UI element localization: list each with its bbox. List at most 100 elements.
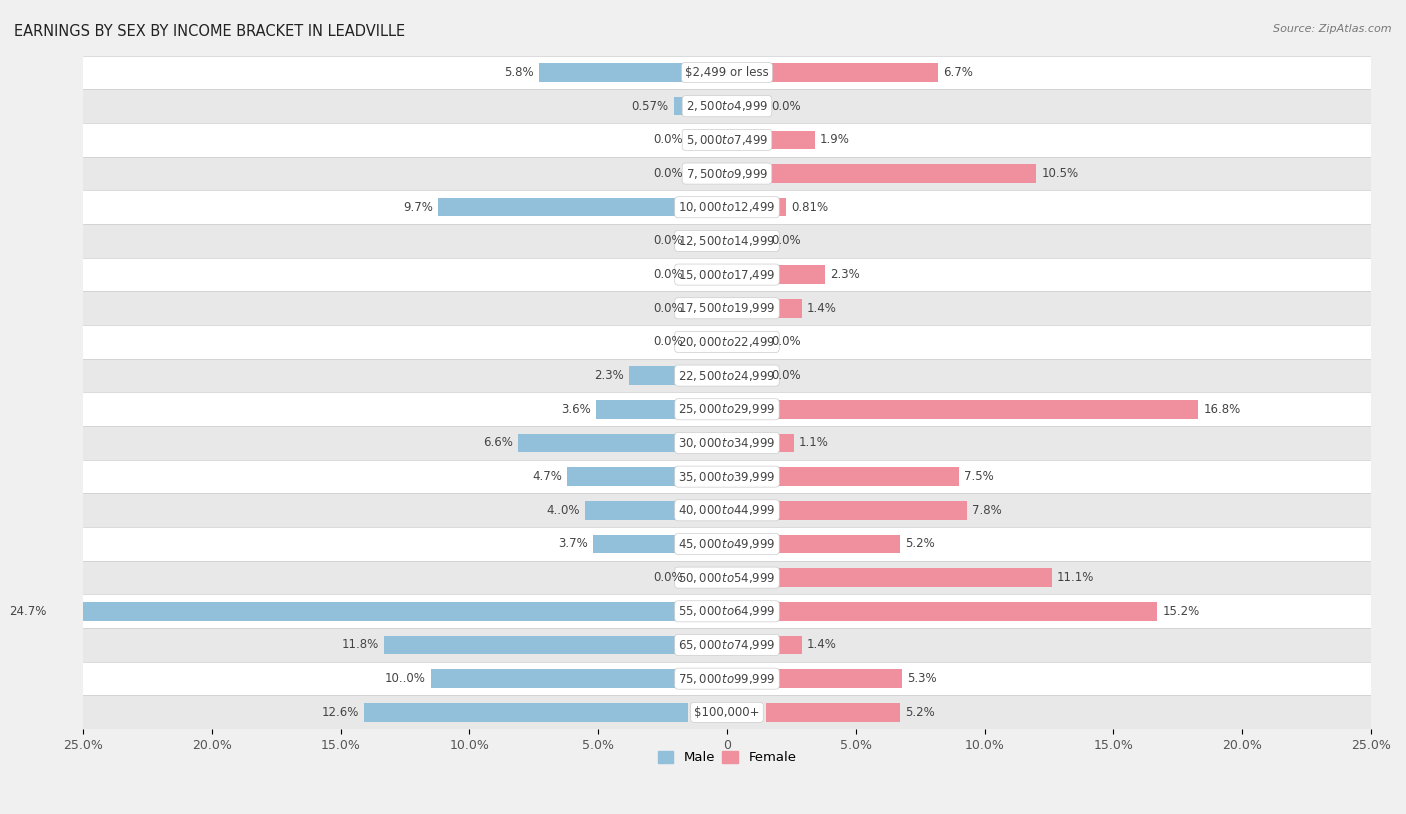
Bar — [364, 703, 689, 721]
Text: Source: ZipAtlas.com: Source: ZipAtlas.com — [1274, 24, 1392, 34]
Bar — [766, 501, 966, 519]
Text: $12,500 to $14,999: $12,500 to $14,999 — [678, 234, 776, 248]
Text: $50,000 to $54,999: $50,000 to $54,999 — [678, 571, 776, 584]
Bar — [384, 636, 689, 654]
Text: 0.0%: 0.0% — [654, 167, 683, 180]
Text: $55,000 to $64,999: $55,000 to $64,999 — [678, 604, 776, 619]
Bar — [83, 123, 1371, 157]
Bar — [519, 434, 689, 453]
Text: 0.0%: 0.0% — [654, 571, 683, 584]
Text: 5.2%: 5.2% — [904, 537, 935, 550]
Text: 0.81%: 0.81% — [792, 201, 828, 214]
Text: 11.8%: 11.8% — [342, 638, 380, 651]
Text: 9.7%: 9.7% — [404, 201, 433, 214]
Bar — [83, 561, 1371, 594]
Bar — [766, 467, 959, 486]
Bar — [766, 130, 814, 149]
Text: 0.0%: 0.0% — [654, 268, 683, 281]
Text: $2,500 to $4,999: $2,500 to $4,999 — [686, 99, 768, 113]
Bar — [766, 63, 938, 81]
Bar — [52, 602, 689, 620]
Bar — [766, 198, 786, 217]
Text: 10..0%: 10..0% — [385, 672, 426, 685]
Bar — [766, 703, 900, 721]
Text: 0.0%: 0.0% — [770, 234, 800, 247]
Bar — [593, 535, 689, 554]
Text: $35,000 to $39,999: $35,000 to $39,999 — [678, 470, 776, 484]
Text: $2,499 or less: $2,499 or less — [685, 66, 769, 79]
Text: 0.0%: 0.0% — [654, 133, 683, 147]
Text: 0.0%: 0.0% — [770, 369, 800, 382]
Text: 3.7%: 3.7% — [558, 537, 588, 550]
Text: 0.0%: 0.0% — [654, 335, 683, 348]
Bar — [585, 501, 689, 519]
Bar — [567, 467, 689, 486]
Text: $100,000+: $100,000+ — [695, 706, 759, 719]
Bar — [628, 366, 689, 385]
Text: 4..0%: 4..0% — [547, 504, 581, 517]
Bar — [673, 97, 689, 116]
Bar — [766, 602, 1157, 620]
Bar — [596, 400, 689, 418]
Bar — [83, 594, 1371, 628]
Text: 5.2%: 5.2% — [904, 706, 935, 719]
Bar — [83, 460, 1371, 493]
Text: 0.0%: 0.0% — [654, 302, 683, 315]
Bar — [538, 63, 689, 81]
Bar — [439, 198, 689, 217]
Text: 15.2%: 15.2% — [1163, 605, 1199, 618]
Bar — [83, 527, 1371, 561]
Text: EARNINGS BY SEX BY INCOME BRACKET IN LEADVILLE: EARNINGS BY SEX BY INCOME BRACKET IN LEA… — [14, 24, 405, 39]
Bar — [83, 157, 1371, 190]
Bar — [766, 400, 1198, 418]
Text: 2.3%: 2.3% — [830, 268, 860, 281]
Bar — [83, 258, 1371, 291]
Text: 1.1%: 1.1% — [799, 436, 830, 449]
Text: $22,500 to $24,999: $22,500 to $24,999 — [678, 369, 776, 383]
Bar — [766, 164, 1036, 183]
Legend: Male, Female: Male, Female — [652, 746, 801, 770]
Text: $17,500 to $19,999: $17,500 to $19,999 — [678, 301, 776, 315]
Text: $75,000 to $99,999: $75,000 to $99,999 — [678, 672, 776, 685]
Text: 12.6%: 12.6% — [321, 706, 359, 719]
Bar — [766, 669, 903, 688]
Text: 1.9%: 1.9% — [820, 133, 849, 147]
Bar — [83, 695, 1371, 729]
Bar — [766, 265, 825, 284]
Bar — [83, 190, 1371, 224]
Text: 7.5%: 7.5% — [965, 470, 994, 484]
Bar — [766, 535, 900, 554]
Text: 0.0%: 0.0% — [770, 99, 800, 112]
Text: 6.7%: 6.7% — [943, 66, 973, 79]
Bar — [766, 636, 801, 654]
Text: $20,000 to $22,499: $20,000 to $22,499 — [678, 335, 776, 349]
Text: 1.4%: 1.4% — [807, 638, 837, 651]
Text: 5.3%: 5.3% — [907, 672, 936, 685]
Text: 0.0%: 0.0% — [654, 234, 683, 247]
Bar — [766, 299, 801, 317]
Bar — [83, 392, 1371, 426]
Text: 5.8%: 5.8% — [505, 66, 534, 79]
Text: $45,000 to $49,999: $45,000 to $49,999 — [678, 537, 776, 551]
Bar — [83, 662, 1371, 695]
Bar — [83, 325, 1371, 359]
Text: 0.57%: 0.57% — [631, 99, 668, 112]
Bar — [766, 568, 1052, 587]
Text: 4.7%: 4.7% — [533, 470, 562, 484]
Bar — [83, 359, 1371, 392]
Bar — [83, 55, 1371, 90]
Bar — [766, 434, 794, 453]
Text: 0.0%: 0.0% — [770, 335, 800, 348]
Bar — [83, 90, 1371, 123]
Text: 3.6%: 3.6% — [561, 403, 591, 416]
Text: 1.4%: 1.4% — [807, 302, 837, 315]
Bar — [83, 224, 1371, 258]
Bar — [430, 669, 689, 688]
Bar — [83, 291, 1371, 325]
Text: $5,000 to $7,499: $5,000 to $7,499 — [686, 133, 768, 147]
Text: $10,000 to $12,499: $10,000 to $12,499 — [678, 200, 776, 214]
Text: 24.7%: 24.7% — [10, 605, 46, 618]
Text: $15,000 to $17,499: $15,000 to $17,499 — [678, 268, 776, 282]
Text: $30,000 to $34,999: $30,000 to $34,999 — [678, 436, 776, 450]
Text: $7,500 to $9,999: $7,500 to $9,999 — [686, 167, 768, 181]
